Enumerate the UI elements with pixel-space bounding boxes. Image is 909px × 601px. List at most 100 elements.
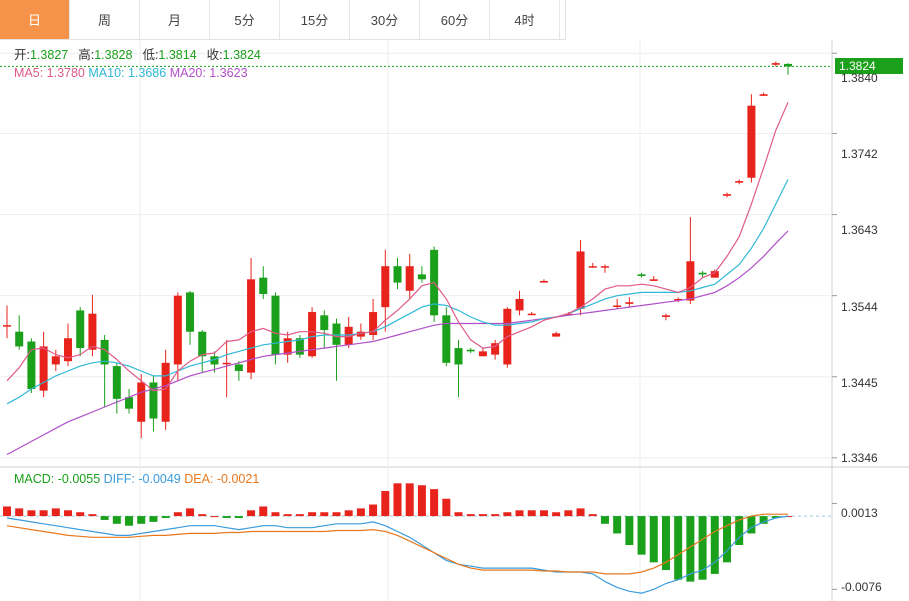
- candle-body: [625, 302, 634, 304]
- macd-bar: [747, 516, 756, 534]
- price-axis-label: 1.3742: [841, 147, 878, 161]
- tab-month[interactable]: 月: [140, 0, 210, 39]
- candle-body: [137, 382, 146, 422]
- candle-body: [271, 295, 280, 355]
- macd-bar: [430, 489, 439, 517]
- candle-body: [722, 194, 731, 196]
- tab-5min[interactable]: 5分: [210, 0, 280, 39]
- candle-body: [527, 313, 536, 316]
- macd-bar: [600, 516, 609, 524]
- macd-bar: [88, 514, 97, 517]
- macd-bar: [100, 516, 109, 520]
- candle-body: [161, 362, 170, 422]
- candle-body: [747, 105, 756, 178]
- macd-bar: [369, 504, 378, 517]
- open-value: 1.3827: [29, 48, 69, 62]
- candle-body: [283, 338, 292, 355]
- period-tabs: 日 周 月 5分 15分 30分 60分 4时: [0, 0, 566, 40]
- current-price-tag: 1.3824: [835, 58, 903, 75]
- candle-body: [491, 343, 500, 355]
- candle-body: [308, 312, 317, 357]
- candle-body: [186, 292, 195, 332]
- macd-bar: [466, 514, 475, 517]
- tab-week[interactable]: 周: [70, 0, 140, 39]
- macd-bar: [771, 516, 780, 519]
- tab-15min[interactable]: 15分: [280, 0, 350, 39]
- candle-body: [234, 364, 243, 372]
- tab-60min[interactable]: 60分: [420, 0, 490, 39]
- candle-body: [637, 274, 646, 277]
- candle-body: [771, 63, 780, 65]
- macd-bar: [576, 508, 585, 517]
- candle-body: [552, 333, 561, 337]
- price-axis-label: 1.3544: [841, 300, 878, 314]
- ma20-label: MA20: 1.3623: [169, 66, 248, 80]
- macd-bar: [161, 516, 170, 519]
- candle-body: [3, 325, 11, 327]
- macd-bar: [698, 516, 707, 580]
- ma5-line: [6, 102, 789, 392]
- macd-bar: [661, 516, 670, 571]
- low-label: 低:: [142, 48, 159, 62]
- macd-bar: [283, 514, 292, 517]
- candle-body: [247, 279, 256, 373]
- macd-bar: [442, 498, 451, 517]
- ma10-label: MA10: 1.3686: [88, 66, 167, 80]
- macd-bar: [137, 516, 146, 524]
- macd-bar: [186, 508, 195, 517]
- macd-bar: [356, 508, 365, 517]
- candle-body: [393, 266, 402, 283]
- candle-body: [381, 266, 390, 308]
- candle-body: [649, 279, 658, 281]
- close-value: 1.3824: [222, 48, 261, 62]
- low-value: 1.3814: [158, 48, 197, 62]
- macd-bar: [405, 483, 414, 517]
- macd-bar: [564, 510, 573, 517]
- macd-bar: [613, 516, 622, 534]
- price-axis-label: 1.3840: [841, 71, 878, 85]
- candle-body: [332, 323, 341, 345]
- macd-bar: [649, 516, 658, 563]
- macd-bar: [3, 506, 11, 517]
- candle-body: [686, 261, 695, 301]
- candle-body: [198, 331, 207, 357]
- candle-body: [698, 272, 707, 275]
- macd-bar: [39, 510, 48, 517]
- macd-bar: [295, 514, 304, 517]
- macd-bar: [76, 512, 85, 517]
- macd-bar: [515, 510, 524, 517]
- macd-bar: [588, 514, 597, 517]
- dea-line: [6, 513, 788, 575]
- macd-bar: [308, 512, 317, 517]
- tab-4hour[interactable]: 4时: [490, 0, 560, 39]
- candle-body: [210, 356, 219, 365]
- candle-body: [539, 280, 548, 283]
- macd-bar: [27, 510, 36, 517]
- macd-bar: [759, 516, 768, 524]
- candle-body: [125, 397, 134, 409]
- open-label: 开:: [14, 48, 30, 62]
- macd-bar: [539, 510, 548, 517]
- tab-30min[interactable]: 30分: [350, 0, 420, 39]
- candle-body: [344, 326, 353, 345]
- macd-bar: [149, 516, 158, 522]
- macd-bar: [625, 516, 634, 545]
- candle-body: [222, 362, 231, 365]
- candle-body: [27, 341, 36, 390]
- ohlc-info: 开:1.3827 高:1.3828 低:1.3814 收:1.3824: [14, 46, 261, 64]
- candle-body: [295, 338, 304, 355]
- candle-body: [478, 351, 487, 357]
- macd-bar: [454, 512, 463, 517]
- candle-body: [564, 313, 573, 316]
- macd-label: MACD: -0.0055: [14, 472, 101, 486]
- macd-bar: [381, 491, 390, 517]
- macd-bar: [417, 485, 426, 517]
- dea-label: DEA: -0.0021: [184, 472, 260, 486]
- candle-body: [51, 356, 60, 365]
- macd-bar: [674, 516, 683, 580]
- tab-day[interactable]: 日: [0, 0, 70, 39]
- macd-axis-label: -0.0076: [841, 580, 882, 594]
- candle-body: [100, 339, 109, 365]
- candle-body: [76, 310, 85, 349]
